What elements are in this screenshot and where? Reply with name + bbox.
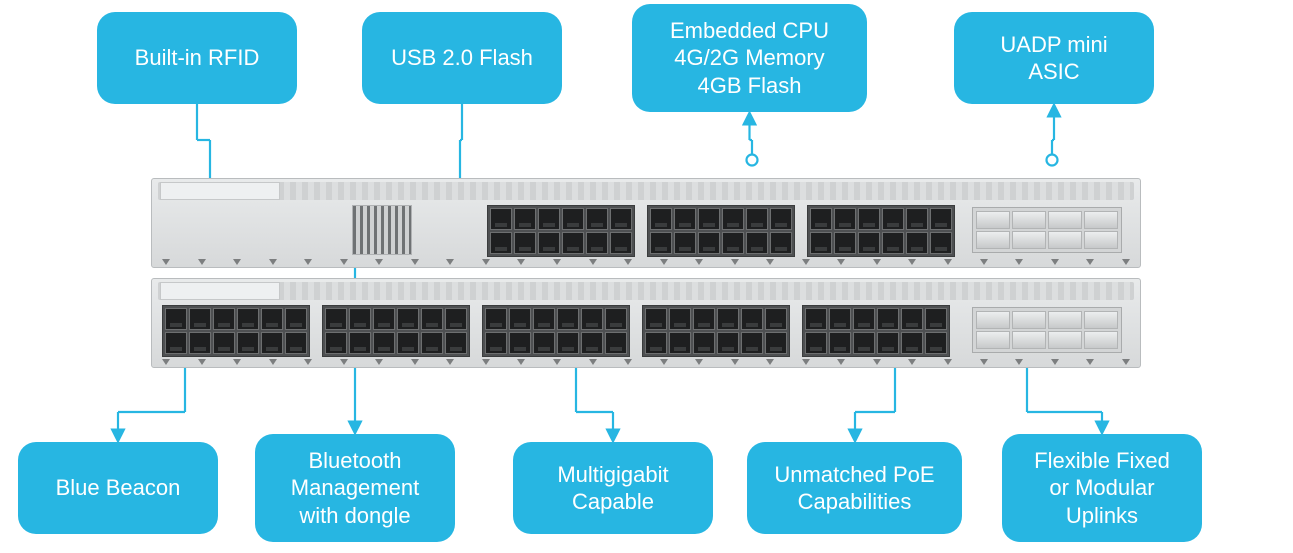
callout-label: Bluetooth Management with dongle — [291, 447, 419, 530]
callout-label: USB 2.0 Flash — [391, 44, 533, 72]
callout-label: Multigigabit Capable — [557, 461, 668, 516]
callout-uplink: Flexible Fixed or Modular Uplinks — [1002, 434, 1202, 542]
callout-label: Unmatched PoE Capabilities — [774, 461, 934, 516]
callout-poe: Unmatched PoE Capabilities — [747, 442, 962, 534]
callout-bt: Bluetooth Management with dongle — [255, 434, 455, 542]
callout-cpu: Embedded CPU 4G/2G Memory 4GB Flash — [632, 4, 867, 112]
callout-asic: UADP mini ASIC — [954, 12, 1154, 104]
callout-label: Flexible Fixed or Modular Uplinks — [1034, 447, 1170, 530]
switch-top — [151, 178, 1141, 268]
callout-label: UADP mini ASIC — [1000, 31, 1107, 86]
switch-bottom — [151, 278, 1141, 368]
callout-rfid: Built-in RFID — [97, 12, 297, 104]
callout-mgig: Multigigabit Capable — [513, 442, 713, 534]
callout-beacon: Blue Beacon — [18, 442, 218, 534]
callout-label: Blue Beacon — [56, 474, 181, 502]
callout-usb: USB 2.0 Flash — [362, 12, 562, 104]
callout-label: Embedded CPU 4G/2G Memory 4GB Flash — [670, 17, 829, 100]
callout-label: Built-in RFID — [135, 44, 260, 72]
